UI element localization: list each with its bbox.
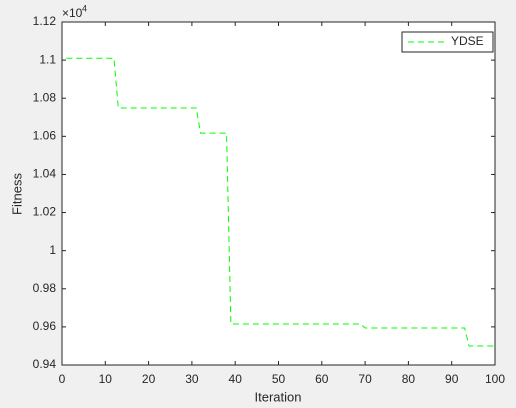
x-tick-label: 100: [485, 372, 505, 386]
y-axis-label: Fitness: [9, 173, 24, 215]
x-tick-label: 0: [59, 372, 66, 386]
x-axis-label: Iteration: [255, 389, 302, 404]
y-tick-label: 1.06: [33, 129, 57, 143]
x-tick-label: 30: [185, 372, 199, 386]
x-tick-label: 50: [272, 372, 286, 386]
y-tick-label: 0.98: [33, 281, 57, 295]
y-tick-label: 1.02: [33, 205, 57, 219]
x-tick-label: 10: [99, 372, 113, 386]
x-tick-label: 80: [402, 372, 416, 386]
legend-box: [401, 31, 494, 53]
x-tick-label: 40: [229, 372, 243, 386]
x-tick-label: 20: [142, 372, 156, 386]
y-multiplier: ×10: [62, 6, 83, 20]
axes-box: [61, 21, 496, 366]
data-line: [66, 57, 495, 347]
legend-label: YDSE: [451, 34, 484, 48]
y-tick-label: 1: [49, 243, 56, 257]
y-tick-label: 0.96: [33, 319, 57, 333]
y-tick-label: 1.1: [39, 52, 56, 66]
y-tick-label: 1.08: [33, 90, 57, 104]
x-tick-label: 90: [445, 372, 459, 386]
y-tick-label: 1.04: [33, 167, 57, 181]
x-tick-label: 70: [358, 372, 372, 386]
x-tick-label: 60: [315, 372, 329, 386]
y-tick-label: 1.12: [33, 14, 57, 28]
y-tick-label: 0.94: [33, 357, 57, 371]
y-multiplier-exponent: 4: [82, 3, 87, 13]
